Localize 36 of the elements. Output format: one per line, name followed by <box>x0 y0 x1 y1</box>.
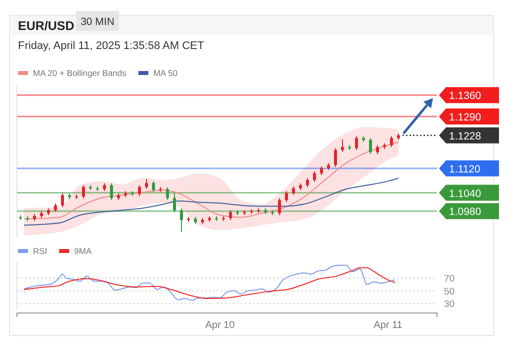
text: 30 MIN <box>80 16 114 28</box>
ref-line-label: 1.1360 <box>449 90 482 102</box>
candlestick <box>145 178 148 190</box>
candlestick <box>138 184 141 196</box>
candlestick <box>369 138 372 155</box>
candlestick <box>229 210 232 220</box>
x-tick-label: Apr 10 <box>205 320 236 331</box>
ref-line-label: 1.1040 <box>449 188 482 200</box>
ref-line-label: 1.1228 <box>449 130 482 142</box>
candlestick <box>334 148 337 168</box>
x-tick-label: Apr 11 <box>374 320 403 331</box>
y-tick-label: 70 <box>444 274 455 284</box>
candlestick <box>61 192 64 208</box>
ref-line-label: 1.0980 <box>449 206 482 218</box>
candlestick <box>313 170 316 182</box>
candlestick <box>152 180 155 192</box>
ref-line-label: 1.1120 <box>449 163 480 176</box>
chart-subtitle: Friday, April 11, 2025 1:35:58 AM CET <box>18 40 204 52</box>
y-tick-label: 50 <box>444 286 455 298</box>
candlestick <box>110 182 113 200</box>
legend-label: RSI <box>33 246 48 256</box>
legend-label: 9MA <box>74 246 92 256</box>
ref-line-label: 1.1290 <box>449 111 482 124</box>
candlestick <box>390 136 393 148</box>
legend-label: MA 50 <box>153 68 178 78</box>
candlestick <box>355 136 358 151</box>
candlestick <box>180 208 183 232</box>
candlestick <box>173 192 176 213</box>
candlestick <box>82 184 85 199</box>
candlestick <box>341 138 344 152</box>
chart-title: EUR/USD <box>18 19 74 33</box>
legend-label: MA 20 + Bollinger Bands <box>33 68 126 78</box>
y-tick-label: 30 <box>444 299 455 310</box>
candlestick <box>278 198 281 216</box>
candlestick <box>166 186 169 200</box>
candlestick <box>285 190 288 202</box>
